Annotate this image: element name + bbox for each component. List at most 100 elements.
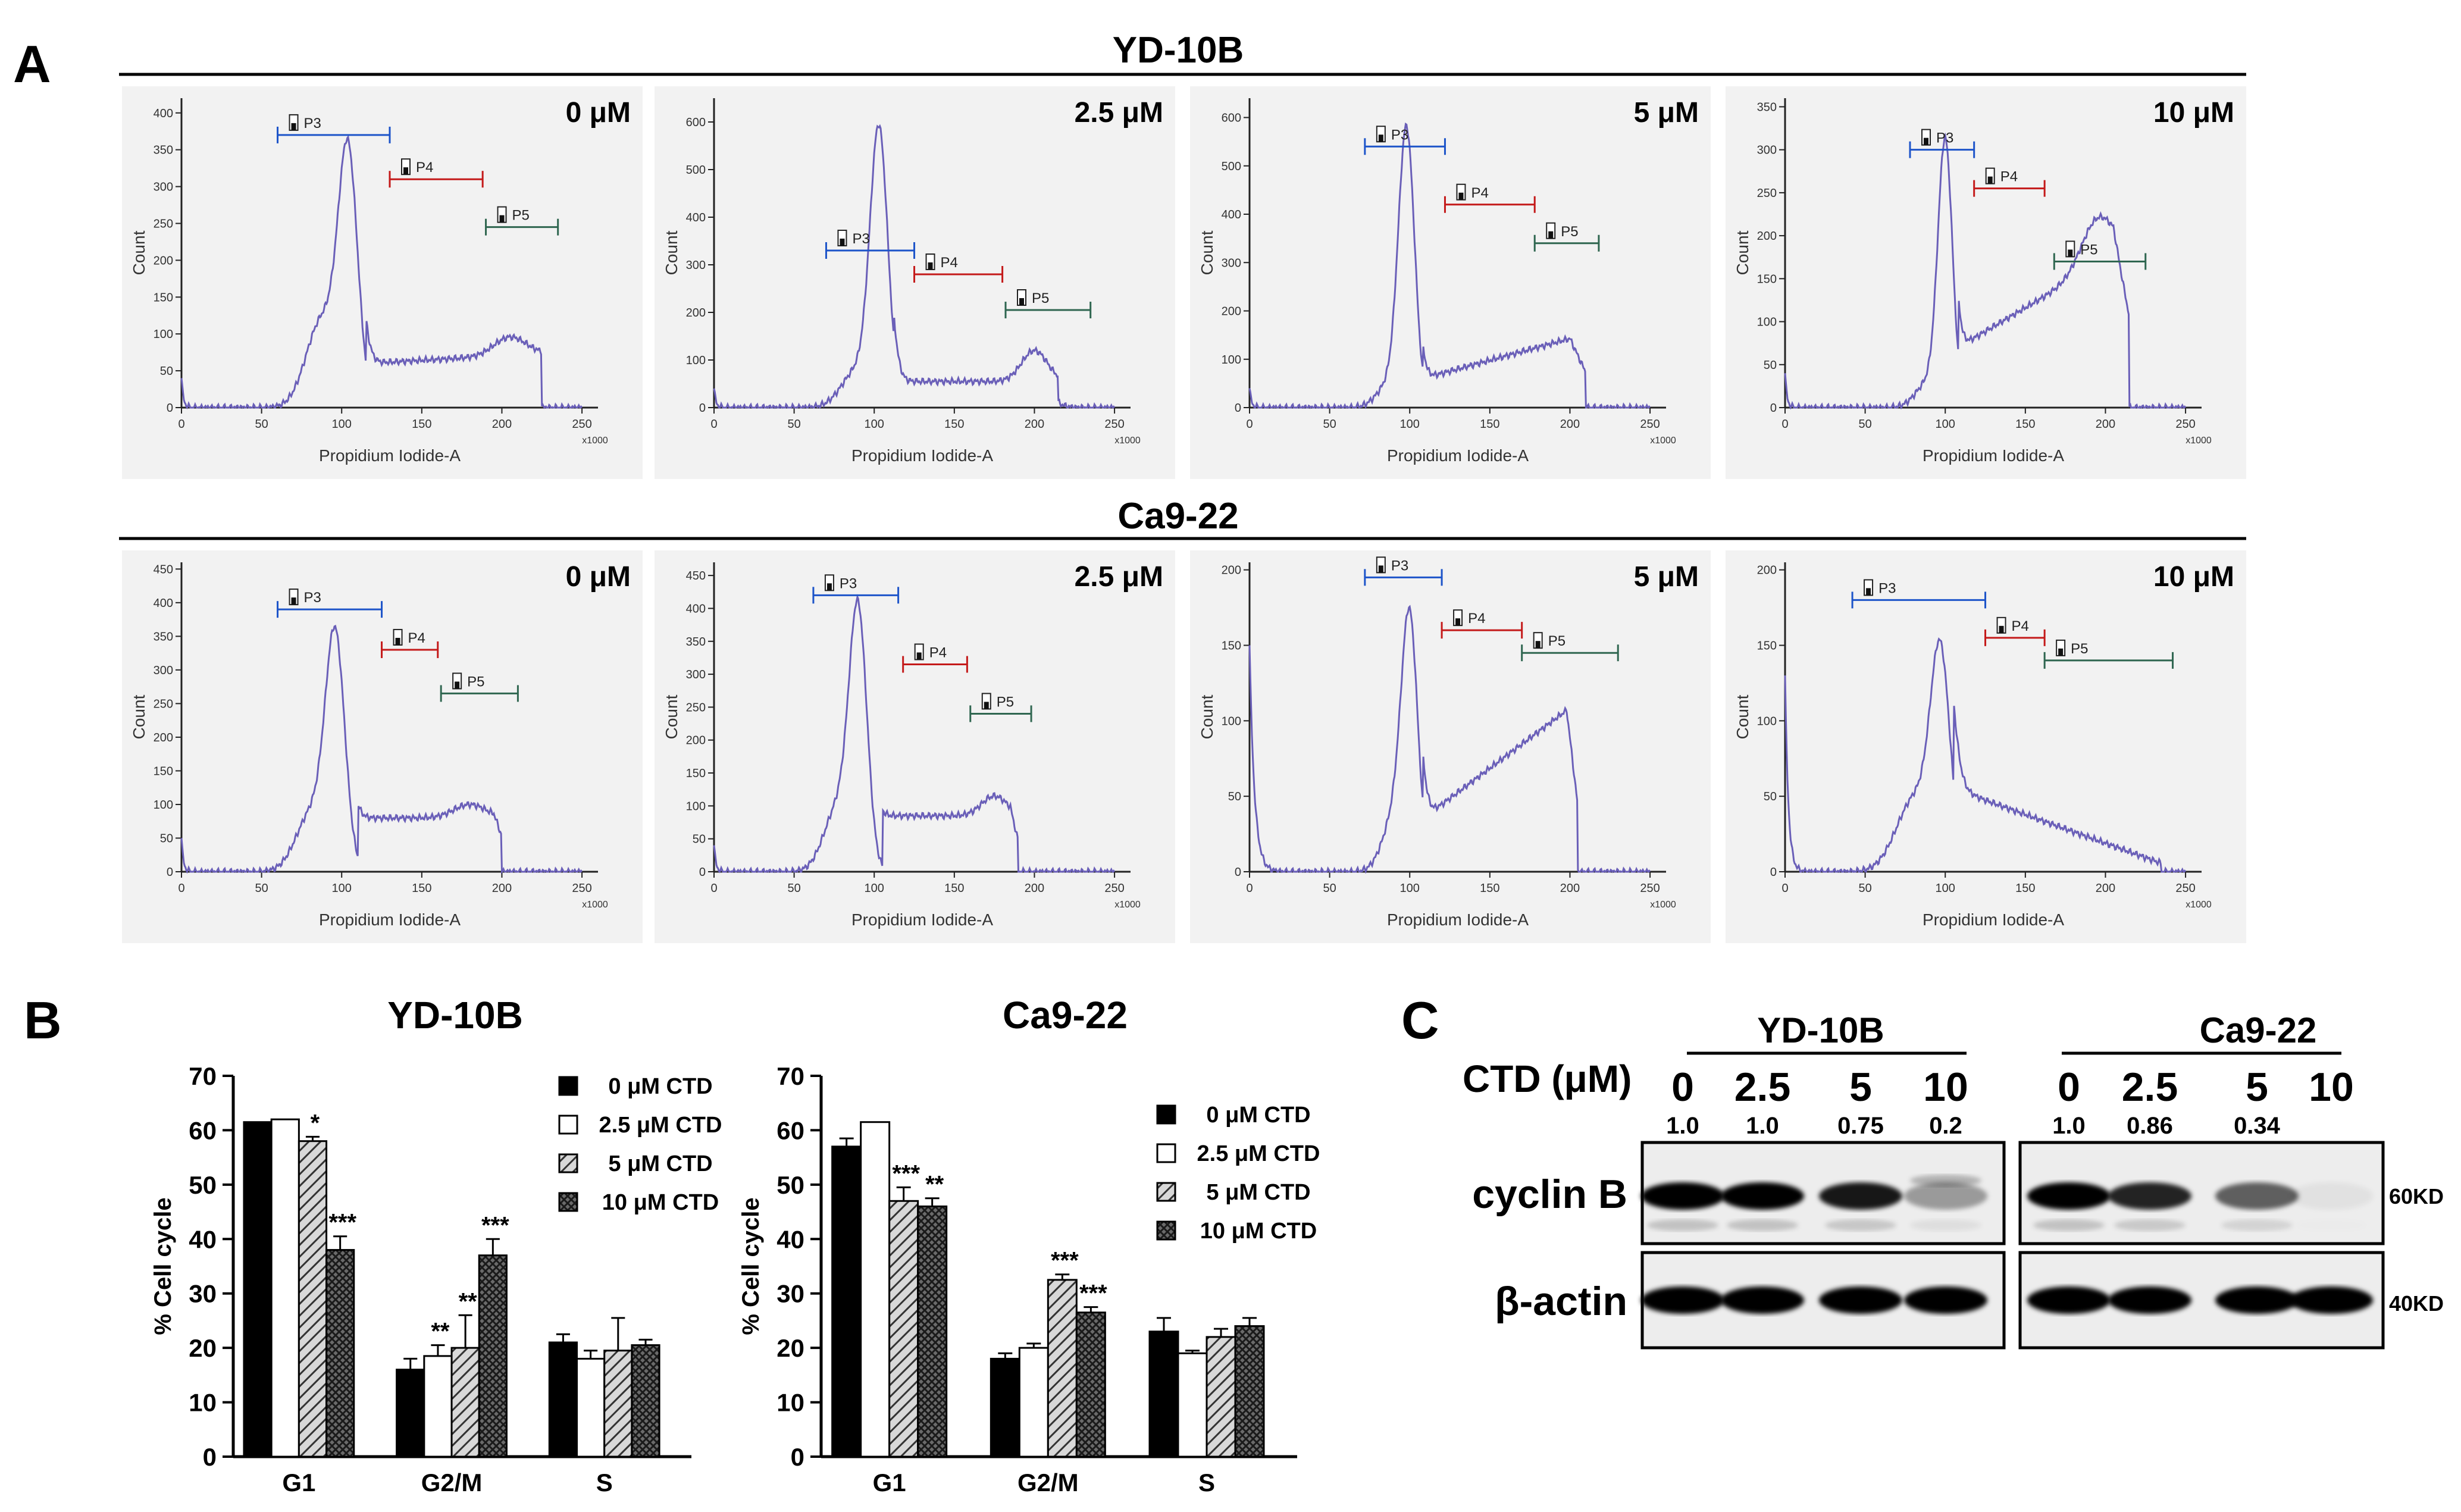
blot-membrane (1640, 1141, 2006, 1245)
lane-label: 5 (1849, 1065, 1872, 1110)
y-tick-label: 600 (686, 116, 706, 129)
y-tick-label: 450 (686, 569, 706, 583)
y-tick-label: 70 (189, 1062, 217, 1090)
y-tick-label: 0 (1235, 402, 1241, 415)
lower-band (2296, 1219, 2367, 1231)
y-tick-label: 200 (154, 731, 173, 744)
gate-label: P5 (2080, 242, 2097, 258)
y-tick-label: 200 (686, 734, 706, 747)
molecular-weight-label: 60KD (2389, 1184, 2444, 1209)
gate-P4: P4 (389, 158, 484, 188)
y-tick-label: 300 (686, 259, 706, 272)
y-tick-label: 30 (777, 1280, 804, 1308)
lane-label: 0 (2058, 1065, 2080, 1110)
histogram-plot: 0 50 100 150 200 250 300 350 400 450 0 50 100 150 200 2… (122, 550, 643, 943)
category-label: G2/M (1017, 1469, 1079, 1497)
x-tick-label: 100 (1400, 418, 1420, 431)
protein-band (1904, 1182, 1987, 1210)
bar (270, 1118, 300, 1458)
legend-label: 0 μM CTD (1206, 1103, 1310, 1128)
x-tick-label: 250 (1640, 418, 1660, 431)
histogram-curve (1784, 637, 2187, 874)
y-axis-label: Count (1198, 694, 1216, 739)
x-tick-label: 200 (2096, 418, 2115, 431)
gate-label: P4 (941, 255, 958, 271)
y-tick-label: 500 (686, 164, 706, 177)
lane-label: 5 (2246, 1065, 2268, 1110)
y-tick-label: 50 (1764, 790, 1777, 803)
gate-P3: P3 (277, 114, 391, 143)
legend-label: 2.5 μM CTD (599, 1113, 722, 1138)
x-axis-label: Propidium Iodide-A (319, 910, 461, 929)
x-tick-label: 250 (2175, 418, 2195, 431)
gate-P3: P3 (1364, 556, 1443, 586)
y-axis-label: % Cell cycle (738, 1197, 764, 1335)
plot-background (1190, 86, 1711, 479)
lane-label: 0 (1671, 1065, 1694, 1110)
y-tick-label: 400 (1222, 208, 1241, 221)
lower-band (2221, 1219, 2293, 1231)
category-label: G1 (282, 1469, 315, 1497)
x-axis-label: Propidium Iodide-A (1923, 910, 2064, 929)
histogram-plot: 0 50 100 150 200 250 300 350 400 0 50 100 150 200 250 x… (122, 86, 643, 479)
significance-label: ** (459, 1288, 478, 1314)
significance-label: *** (481, 1212, 509, 1238)
x-tick-label: 50 (787, 418, 800, 431)
gate-label: P3 (1391, 127, 1408, 143)
legend-label: 10 μM CTD (602, 1190, 719, 1215)
blot-membrane (1640, 1251, 2006, 1350)
panel-label-a: A (13, 35, 51, 93)
x-tick-label: 200 (1560, 882, 1580, 895)
legend: 0 μM CTD 2.5 μM CTD 5 μM CTD 10 μM CTD (558, 1074, 722, 1215)
x-tick-label: 150 (944, 418, 964, 431)
y-tick-label: 100 (1222, 353, 1241, 367)
histogram-curve (180, 624, 583, 874)
legend-label: 5 μM CTD (1206, 1180, 1310, 1205)
bar (1075, 1311, 1106, 1458)
gate-label: P3 (1391, 558, 1408, 574)
y-tick-label: 250 (686, 701, 706, 714)
y-tick-label: 40 (189, 1225, 217, 1253)
y-tick-label: 350 (686, 636, 706, 649)
bar (243, 1121, 273, 1458)
y-tick-label: 70 (777, 1062, 804, 1090)
x-tick-label: 250 (1104, 418, 1124, 431)
y-tick-label: 0 (699, 402, 706, 415)
histogram-plot: 0 50 100 150 200 250 300 350 0 50 100 150 200 250 x100… (1726, 86, 2246, 479)
gate-P5: P5 (2043, 639, 2174, 669)
legend: 0 μM CTD 2.5 μM CTD 5 μM CTD 10 μM CTD (1156, 1103, 1320, 1244)
y-tick-label: 100 (154, 799, 173, 812)
band-ratio: 1.0 (1666, 1113, 1699, 1139)
x-tick-label: 0 (178, 882, 184, 895)
x-tick-label: 0 (1781, 882, 1788, 895)
x-unit-label: x1000 (1114, 900, 1141, 910)
y-tick-label: 0 (1770, 866, 1777, 879)
x-tick-label: 0 (178, 418, 184, 431)
y-tick-label: 10 (189, 1389, 217, 1417)
y-axis-label: Count (1733, 230, 1752, 275)
bar (860, 1121, 891, 1458)
x-tick-label: 150 (412, 882, 431, 895)
significance-label: *** (1079, 1281, 1107, 1307)
x-axis-label: Propidium Iodide-A (1387, 910, 1529, 929)
protein-band (1819, 1286, 1902, 1314)
histogram-curve (1784, 132, 2187, 410)
y-tick-label: 350 (154, 144, 173, 157)
gate-P4: P4 (1984, 616, 2046, 646)
gate-label: P5 (467, 674, 484, 690)
x-tick-label: 50 (255, 418, 268, 431)
legend-swatch (558, 1192, 578, 1212)
y-tick-label: 600 (1222, 112, 1241, 125)
x-tick-label: 200 (1025, 882, 1044, 895)
concentration-label: 10 μM (2153, 561, 2234, 593)
bar (990, 1357, 1020, 1458)
histogram-plot: 0 50 100 150 200 0 50 100 150 200 250 x1000 Propidiu… (1190, 550, 1711, 943)
gate-label: P4 (408, 630, 425, 646)
bar (1234, 1325, 1265, 1458)
legend-swatch (1156, 1104, 1176, 1125)
y-tick-label: 40 (777, 1225, 804, 1253)
x-tick-label: 0 (1246, 418, 1253, 431)
x-tick-label: 100 (332, 882, 352, 895)
y-tick-label: 50 (693, 833, 706, 846)
